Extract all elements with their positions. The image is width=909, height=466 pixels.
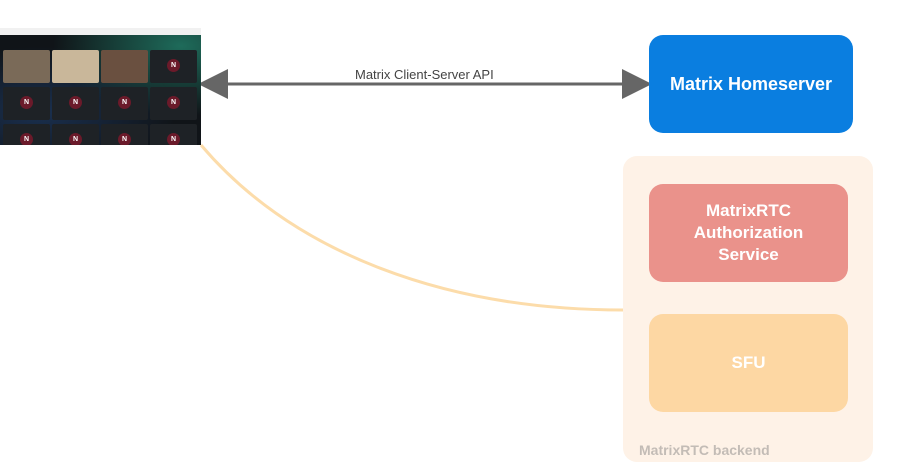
edge-label-client-server-api: Matrix Client-Server API [355,67,494,82]
participant-tile: N [101,87,148,120]
participant-tile: N [52,124,99,145]
participant-tile: N [3,87,50,120]
client-to-backend-curve [199,144,624,312]
matrix-homeserver-node: Matrix Homeserver [649,35,853,133]
participant-video [3,50,50,83]
participant-tile: N [52,87,99,120]
participant-video [101,50,148,83]
client-video-call-screenshot: N N N N N N N N N [0,28,201,145]
participant-tile: N [150,124,197,145]
sfu-node: SFU [649,314,848,412]
browser-toolbar [0,28,201,35]
matrixrtc-backend-label: MatrixRTC backend [639,442,770,458]
participant-tile: N [101,124,148,145]
participant-tile: N [3,124,50,145]
participant-tile: N [150,50,197,83]
matrixrtc-authorization-service-node: MatrixRTC Authorization Service [649,184,848,282]
participant-tile: N [150,87,197,120]
participant-video [52,50,99,83]
